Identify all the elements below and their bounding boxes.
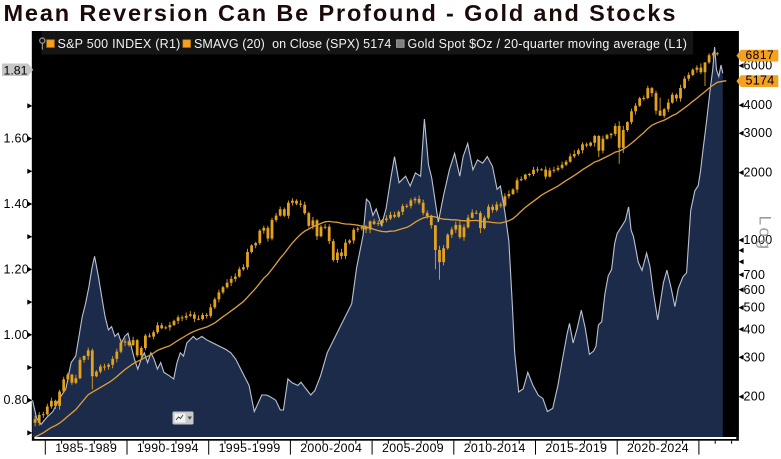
svg-text:500: 500 — [744, 301, 766, 315]
svg-text:1000: 1000 — [744, 233, 773, 247]
svg-text:Log: Log — [756, 216, 775, 252]
svg-text:2005-2009: 2005-2009 — [382, 441, 444, 455]
svg-text:1985-1989: 1985-1989 — [55, 441, 117, 455]
svg-text:4000: 4000 — [744, 98, 773, 112]
svg-text:Mean Reversion Can Be Profound: Mean Reversion Can Be Profound - Gold an… — [4, 0, 678, 26]
svg-text:S&P 500 INDEX (R1): S&P 500 INDEX (R1) — [58, 37, 181, 51]
svg-text:600: 600 — [744, 283, 766, 297]
svg-text:5174: 5174 — [746, 73, 775, 87]
svg-text:6817: 6817 — [746, 48, 775, 62]
svg-text:2000-2004: 2000-2004 — [300, 441, 362, 455]
svg-text:6000: 6000 — [744, 59, 773, 73]
svg-text:700: 700 — [744, 268, 766, 282]
svg-text:1.60: 1.60 — [3, 132, 29, 146]
svg-text:2020-2024: 2020-2024 — [627, 441, 689, 455]
svg-text:400: 400 — [744, 322, 766, 336]
svg-text:1.81: 1.81 — [4, 63, 28, 77]
svg-text:300: 300 — [744, 350, 766, 364]
svg-text:Gold Spot $Oz / 20-quarter mov: Gold Spot $Oz / 20-quarter moving averag… — [408, 37, 688, 51]
svg-text:1.20: 1.20 — [3, 262, 29, 276]
svg-text:1.00: 1.00 — [3, 328, 29, 342]
svg-text:1995-1999: 1995-1999 — [219, 441, 281, 455]
svg-text:1990-1994: 1990-1994 — [137, 441, 199, 455]
svg-text:2015-2019: 2015-2019 — [545, 441, 607, 455]
svg-text:0.80: 0.80 — [3, 393, 29, 407]
svg-text:3000: 3000 — [744, 126, 773, 140]
svg-text:200: 200 — [744, 390, 766, 404]
svg-text:1.40: 1.40 — [3, 197, 29, 211]
svg-text:SMAVG (20) on Close (SPX) 517: SMAVG (20) on Close (SPX) 5174 — [194, 37, 391, 51]
svg-text:2000: 2000 — [744, 166, 773, 180]
svg-text:2010-2014: 2010-2014 — [464, 441, 526, 455]
